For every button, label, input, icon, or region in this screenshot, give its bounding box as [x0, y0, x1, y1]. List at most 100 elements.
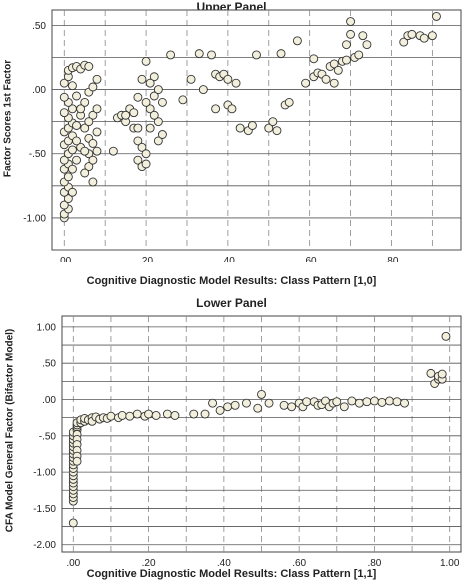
- data-point: [268, 117, 278, 127]
- y-tick-label: -2.00: [33, 540, 56, 551]
- x-tick-label: .80: [385, 256, 399, 262]
- data-point: [426, 368, 436, 378]
- data-point: [72, 121, 81, 130]
- data-point: [67, 164, 77, 174]
- data-point: [92, 74, 102, 84]
- data-point: [157, 130, 167, 139]
- data-point: [272, 126, 282, 136]
- data-point: [151, 411, 161, 420]
- data-point: [153, 85, 163, 95]
- data-point: [257, 389, 266, 399]
- x-tick-label: .00: [66, 558, 80, 568]
- data-point: [333, 65, 343, 75]
- data-point: [170, 411, 180, 420]
- y-tick-label: .00: [32, 85, 46, 96]
- data-point: [223, 74, 233, 84]
- data-point: [276, 49, 286, 59]
- data-point: [149, 72, 159, 82]
- data-point: [145, 123, 155, 133]
- data-point: [407, 29, 417, 39]
- upper-x-axis-label: Cognitive Diagnostic Model Results: Clas…: [86, 275, 377, 287]
- data-point: [309, 54, 319, 64]
- data-point: [84, 162, 94, 172]
- data-point: [346, 29, 356, 39]
- plot-frame: [61, 315, 462, 553]
- data-point: [133, 155, 143, 165]
- data-point: [63, 194, 73, 204]
- data-point: [332, 397, 342, 407]
- data-point: [227, 104, 237, 114]
- data-point: [427, 31, 437, 41]
- data-point: [198, 85, 208, 95]
- data-point: [88, 155, 98, 165]
- data-point: [231, 78, 241, 88]
- data-point: [399, 37, 409, 47]
- data-point: [347, 396, 357, 406]
- lower-scatter-plot: .00 .20 .40 .60 .80 1.00 1.00 .50 .00 -.50 -1.00 -1…: [33, 315, 462, 568]
- y-tick-label: .00: [42, 395, 56, 406]
- x-tick-label: .00: [57, 256, 71, 262]
- data-point: [385, 396, 394, 406]
- x-tick-label: .20: [142, 558, 156, 568]
- data-point: [92, 127, 102, 137]
- data-point: [358, 31, 368, 41]
- y-tick-label: 1.00: [37, 322, 57, 333]
- data-point: [441, 331, 451, 341]
- data-point: [194, 49, 204, 59]
- data-point: [342, 40, 351, 50]
- data-point: [208, 398, 218, 408]
- y-tick-label: -.50: [39, 431, 57, 442]
- data-point: [59, 108, 69, 118]
- data-point: [346, 17, 356, 27]
- data-point: [125, 411, 135, 421]
- data-point: [72, 136, 81, 146]
- data-point: [178, 95, 188, 105]
- data-point: [400, 398, 409, 408]
- data-point: [354, 398, 364, 408]
- data-point: [133, 136, 143, 146]
- data-point: [141, 159, 151, 169]
- data-point: [432, 11, 441, 21]
- data-point: [137, 74, 147, 84]
- data-point: [253, 403, 263, 413]
- y-tick-label: -1.00: [33, 468, 56, 479]
- x-tick-label: .80: [367, 558, 381, 568]
- y-tick-label: .50: [32, 21, 46, 32]
- data-point: [84, 117, 94, 127]
- data-point: [287, 402, 297, 412]
- data-point: [264, 398, 274, 408]
- data-point: [59, 78, 69, 88]
- data-point: [80, 168, 90, 178]
- x-tick-label: .60: [303, 256, 317, 262]
- data-point: [88, 177, 98, 187]
- x-tick-label: 1.00: [440, 558, 460, 568]
- data-point: [137, 142, 147, 152]
- data-point: [80, 123, 90, 133]
- data-point: [369, 396, 379, 406]
- data-point: [223, 402, 233, 412]
- data-point: [211, 104, 221, 114]
- y-tick-label: -.50: [29, 149, 47, 160]
- data-point: [235, 123, 245, 133]
- data-point: [153, 117, 163, 127]
- data-point: [129, 108, 139, 118]
- data-point: [329, 78, 339, 88]
- data-point: [339, 402, 349, 412]
- data-point: [292, 36, 302, 46]
- data-point: [329, 59, 339, 69]
- data-point: [189, 409, 199, 419]
- data-point: [117, 411, 127, 420]
- data-point: [108, 146, 118, 156]
- data-point: [88, 139, 98, 148]
- data-point: [76, 104, 86, 114]
- data-point: [141, 56, 151, 66]
- data-point: [59, 92, 69, 102]
- upper-scatter-plot: .00 .20 .40 .60 .80 .50 .00 -.50 -1.00: [23, 9, 462, 262]
- data-point: [200, 409, 210, 419]
- data-point: [215, 405, 225, 415]
- lower-x-axis-label: Cognitive Diagnostic Model Results: Clas…: [86, 568, 377, 580]
- data-point: [145, 104, 155, 114]
- x-tick-label: .40: [217, 558, 231, 568]
- data-point: [106, 411, 116, 421]
- x-tick-label: .40: [221, 256, 235, 262]
